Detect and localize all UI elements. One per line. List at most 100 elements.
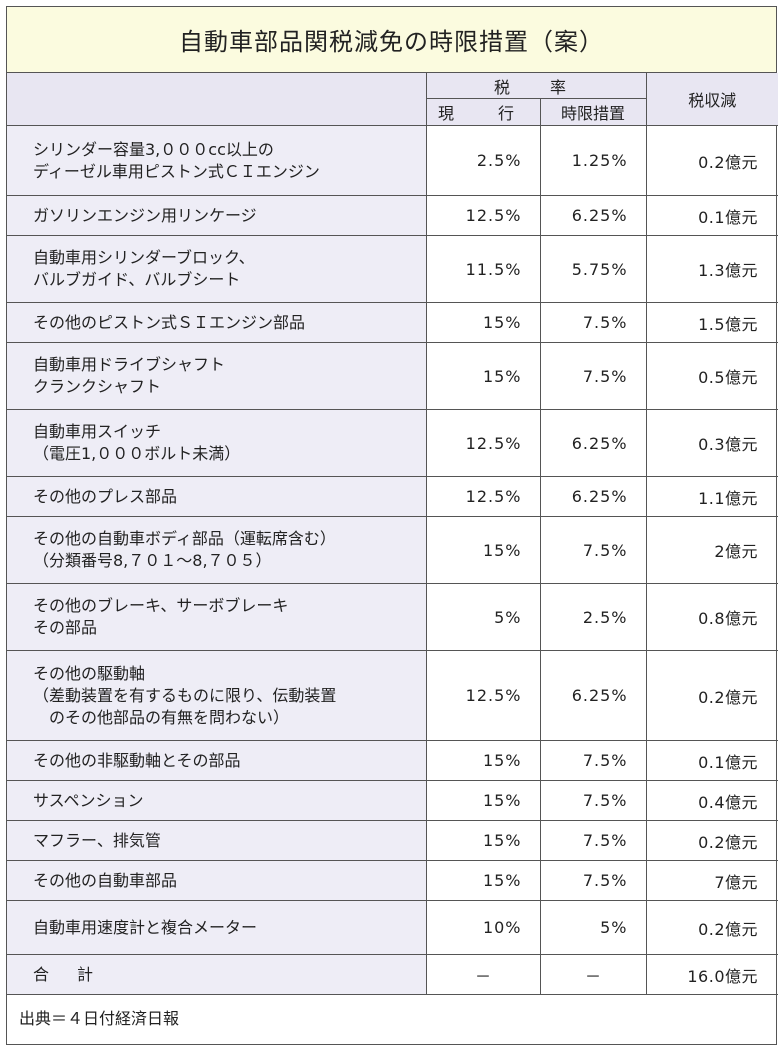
table-frame: 自動車部品関税減免の時限措置（案） 税 率 税収減 現 行 時限措置 シリンダー…: [6, 6, 779, 1045]
row-item-line: のその他部品の有無を問わない）: [33, 707, 290, 727]
row-item-name: 自動車用速度計と複合メーター: [7, 900, 427, 955]
row-revenue-loss: 7億元: [645, 860, 779, 901]
row-temporary-rate: 7.5%: [539, 516, 647, 584]
row-item-line: その他の自動車ボディ部品（運転席含む）: [33, 529, 336, 548]
row-revenue-loss: 1.1億元: [645, 476, 779, 517]
row-revenue-loss: 1.5億元: [645, 302, 779, 343]
row-current-rate: 15%: [425, 342, 541, 410]
row-item-line: その他の駆動軸: [33, 663, 146, 683]
row-temporary-rate: 6.25%: [539, 476, 647, 517]
header-current: 現 行: [426, 98, 541, 126]
row-item-name: その他のプレス部品: [7, 476, 427, 517]
table-row: その他のピストン式ＳＩエンジン部品 15% 7.5% 1.5億元: [7, 302, 779, 343]
row-item-name: ガソリンエンジン用リンケージ: [7, 195, 427, 236]
table-row: 自動車用スイッチ （電圧1,０００ボルト未満） 12.5% 6.25% 0.3億元: [7, 409, 779, 477]
header-item: [7, 73, 427, 126]
header-temporary: 時限措置: [539, 98, 647, 126]
row-revenue-loss: 0.5億元: [645, 342, 779, 410]
row-item-name: 自動車用ドライブシャフト クランクシャフト: [7, 342, 427, 410]
row-temporary-rate: 7.5%: [539, 860, 647, 901]
row-item-name: その他のブレーキ、サーボブレーキ その部品: [7, 583, 427, 651]
row-item-line: 自動車用速度計と複合メーター: [33, 917, 258, 937]
header-revenue-loss: 税収減: [645, 73, 779, 126]
table-row: その他の自動車ボディ部品（運転席含む） （分類番号8,７０１～8,７０５） 15% 7…: [7, 516, 779, 584]
total-row: 合 計－－ 16.0億元: [7, 954, 779, 995]
row-item-line: その他のピストン式ＳＩエンジン部品: [33, 312, 306, 332]
row-item-line: その部品: [33, 618, 98, 637]
row-item-line: ガソリンエンジン用リンケージ: [33, 205, 257, 225]
table-row: ガソリンエンジン用リンケージ 12.5% 6.25% 0.1億元: [7, 195, 779, 236]
row-temporary-rate: 7.5%: [539, 780, 647, 821]
table-row: その他の自動車部品 15% 7.5% 7億元: [7, 860, 779, 901]
row-current-rate: 15%: [425, 860, 541, 901]
row-temporary-rate: 1.25%: [539, 125, 647, 196]
total-label: 合 計: [7, 954, 427, 995]
header-tax-rate: 税 率: [425, 73, 647, 99]
table-row: 自動車用シリンダーブロック、 バルブガイド、バルブシート 11.5% 5.75% 1.3…: [7, 235, 779, 303]
row-item-name: 自動車用シリンダーブロック、 バルブガイド、バルブシート: [7, 235, 427, 303]
row-current-rate: 12.5%: [425, 195, 541, 236]
row-temporary-rate: 5%: [539, 900, 647, 955]
row-current-rate: 5%: [425, 583, 541, 651]
total-revenue-loss: 16.0億元: [645, 954, 779, 995]
tariff-table: 税 率 税収減 現 行 時限措置 シリンダー容量3,０００cc以上の ディーゼル車…: [7, 73, 779, 995]
table-row: その他の非駆動軸とその部品 15% 7.5% 0.1億元: [7, 740, 779, 781]
row-current-rate: 12.5%: [425, 476, 541, 517]
row-item-line: シリンダー容量3,０００cc以上の: [33, 139, 274, 159]
table-body: シリンダー容量3,０００cc以上の ディーゼル車用ピストン式ＣＩエンジン 2.5% 1…: [7, 125, 779, 995]
row-temporary-rate: 5.75%: [539, 235, 647, 303]
row-item-name: その他のピストン式ＳＩエンジン部品: [7, 302, 427, 343]
row-current-rate: 15%: [425, 740, 541, 781]
row-item-name: シリンダー容量3,０００cc以上の ディーゼル車用ピストン式ＣＩエンジン: [7, 125, 427, 196]
row-item-line: その他のプレス部品: [33, 486, 178, 506]
row-item-name: その他の自動車ボディ部品（運転席含む） （分類番号8,７０１～8,７０５）: [7, 516, 427, 584]
row-item-line: ディーゼル車用ピストン式ＣＩエンジン: [33, 161, 320, 181]
row-temporary-rate: 7.5%: [539, 820, 647, 861]
row-current-rate: 12.5%: [425, 409, 541, 477]
row-revenue-loss: 0.3億元: [645, 409, 779, 477]
row-temporary-rate: 7.5%: [539, 342, 647, 410]
row-current-rate: 15%: [425, 780, 541, 821]
row-item-line: その他の自動車部品: [33, 870, 178, 890]
row-temporary-rate: 6.25%: [539, 650, 647, 741]
row-item-line: 自動車用スイッチ: [33, 422, 162, 441]
row-item-line: 自動車用ドライブシャフト: [33, 355, 226, 374]
row-item-name: 自動車用スイッチ （電圧1,０００ボルト未満）: [7, 409, 427, 477]
row-item-line: その他のブレーキ、サーボブレーキ: [33, 596, 289, 615]
row-item-line: （分類番号8,７０１～8,７０５）: [33, 551, 272, 570]
table-row: その他のプレス部品 12.5% 6.25% 1.1億元: [7, 476, 779, 517]
total-current: －: [425, 954, 541, 995]
row-item-line: マフラー、排気管: [33, 830, 161, 850]
row-current-rate: 15%: [425, 820, 541, 861]
row-item-name: その他の自動車部品: [7, 860, 427, 901]
row-item-line: バルブガイド、バルブシート: [33, 270, 241, 289]
row-item-name: サスペンション: [7, 780, 427, 821]
row-current-rate: 12.5%: [425, 650, 541, 741]
row-temporary-rate: 2.5%: [539, 583, 647, 651]
table-row: 自動車用速度計と複合メーター 10% 5% 0.2億元: [7, 900, 779, 955]
row-item-name: マフラー、排気管: [7, 820, 427, 861]
row-current-rate: 10%: [425, 900, 541, 955]
row-current-rate: 11.5%: [425, 235, 541, 303]
row-revenue-loss: 0.2億元: [645, 820, 779, 861]
row-current-rate: 15%: [425, 302, 541, 343]
row-item-line: その他の非駆動軸とその部品: [33, 750, 241, 770]
row-revenue-loss: 0.1億元: [645, 195, 779, 236]
table-row: その他の駆動軸 （差動装置を有するものに限り、伝動装置 のその他部品の有無を問わな…: [7, 650, 779, 741]
total-temporary: －: [539, 954, 647, 995]
table-row: 自動車用ドライブシャフト クランクシャフト 15% 7.5% 0.5億元: [7, 342, 779, 410]
row-current-rate: 15%: [425, 516, 541, 584]
source-note: 出典＝４日付経済日報: [19, 1008, 180, 1028]
row-item-line: （電圧1,０００ボルト未満）: [33, 444, 241, 463]
row-revenue-loss: 0.2億元: [645, 900, 779, 955]
row-revenue-loss: 0.2億元: [645, 650, 779, 741]
table-row: マフラー、排気管 15% 7.5% 0.2億元: [7, 820, 779, 861]
row-item-line: 自動車用シリンダーブロック、: [33, 248, 255, 267]
row-item-name: その他の駆動軸 （差動装置を有するものに限り、伝動装置 のその他部品の有無を問わな…: [7, 650, 427, 741]
row-revenue-loss: 0.8億元: [645, 583, 779, 651]
row-item-line: サスペンション: [33, 790, 144, 810]
row-item-name: その他の非駆動軸とその部品: [7, 740, 427, 781]
row-temporary-rate: 6.25%: [539, 409, 647, 477]
table-row: サスペンション 15% 7.5% 0.4億元: [7, 780, 779, 821]
table-row: その他のブレーキ、サーボブレーキ その部品 5% 2.5% 0.8億元: [7, 583, 779, 651]
